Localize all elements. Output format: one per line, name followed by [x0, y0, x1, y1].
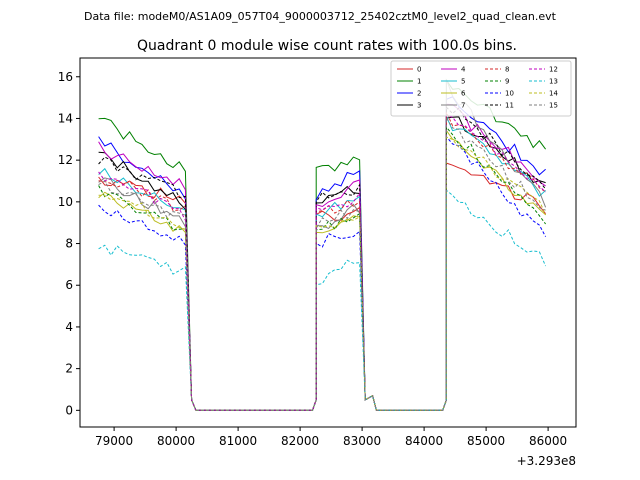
y-tick-label: 14: [58, 111, 73, 125]
x-tick-label: 81000: [219, 434, 257, 448]
series-line-13: [98, 189, 547, 411]
y-tick-label: 10: [58, 195, 73, 209]
plot-frame: [79, 57, 577, 428]
legend-label-13: 13: [549, 78, 558, 86]
series-line-6: [98, 128, 546, 411]
x-tick-label: 83000: [343, 434, 381, 448]
series-line-4: [98, 103, 546, 411]
series-line-8: [98, 111, 546, 411]
axis-ticks: 79000 80000 81000 82000 83000 84000 85000 86000…: [58, 70, 567, 448]
y-tick-label: 12: [58, 153, 73, 167]
y-tick-label: 16: [58, 70, 73, 84]
legend-label-3: 3: [417, 102, 421, 110]
chart-title: Quadrant 0 module wise count rates with …: [137, 38, 517, 54]
legend-label-9: 9: [505, 78, 509, 86]
y-tick-label: 0: [65, 403, 73, 417]
series-line-2: [98, 96, 546, 411]
legend-label-7: 7: [461, 102, 465, 110]
y-tick-label: 8: [65, 237, 73, 251]
legend-label-5: 5: [461, 78, 465, 86]
legend-label-1: 1: [417, 78, 421, 86]
legend-label-6: 6: [461, 90, 466, 98]
x-tick-label: 79000: [95, 434, 133, 448]
x-tick-label: 86000: [529, 434, 567, 448]
series-line-10: [98, 135, 547, 411]
x-tick-label: 82000: [281, 434, 319, 448]
legend-label-12: 12: [549, 66, 558, 74]
series-line-1: [98, 78, 547, 411]
legend-label-8: 8: [505, 66, 509, 74]
x-tick-label: 85000: [467, 434, 505, 448]
y-tick-label: 6: [65, 278, 73, 292]
plot-area: 79000 80000 81000 82000 83000 84000 85000 86000…: [58, 57, 577, 448]
suptitle: Data file: modeM0/AS1A09_057T04_90000037…: [84, 10, 557, 23]
x-tick-label: 80000: [157, 434, 195, 448]
series-line-15: [98, 116, 546, 411]
legend-label-11: 11: [505, 102, 514, 110]
x-tick-label: 84000: [405, 434, 443, 448]
legend-label-14: 14: [549, 90, 558, 98]
series-line-7: [98, 79, 547, 411]
legend-label-15: 15: [549, 102, 558, 110]
legend-box: [390, 60, 572, 117]
series-line-12: [98, 114, 546, 411]
y-tick-label: 4: [65, 320, 73, 334]
legend-label-0: 0: [417, 66, 421, 74]
series-line-11: [98, 105, 546, 411]
series-lines: [98, 78, 547, 411]
x-offset-label: +3.293e8: [517, 454, 576, 468]
legend-label-2: 2: [417, 90, 421, 98]
legend-label-10: 10: [505, 90, 514, 98]
legend-label-4: 4: [461, 66, 466, 74]
y-tick-label: 2: [65, 362, 73, 376]
